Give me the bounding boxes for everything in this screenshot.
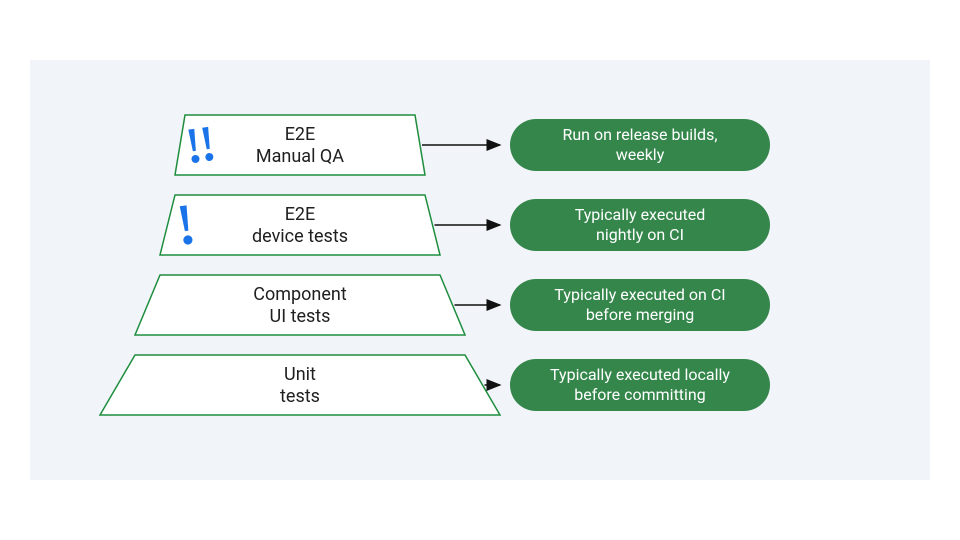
level-label-line1: Component: [253, 284, 347, 305]
pill-line1: Run on release builds,: [563, 125, 718, 144]
level-label-line2: device tests: [252, 226, 348, 247]
pill-line2: before merging: [586, 305, 694, 324]
description-pill-2: Typically executed on CIbefore merging: [510, 279, 770, 331]
level-label-line1: E2E: [285, 204, 316, 225]
pill-line1: Typically executed: [575, 205, 706, 224]
level-label-line1: Unit: [284, 364, 316, 385]
pill-line1: Typically executed locally: [550, 365, 730, 384]
diagram-canvas: E2EManual QAE2Edevice testsComponentUI t…: [0, 0, 960, 540]
description-pill-3: Typically executed locallybefore committ…: [510, 359, 770, 411]
pill-line2: before committing: [574, 385, 706, 404]
pill-line2: weekly: [616, 145, 665, 164]
svg-layer: E2EManual QAE2Edevice testsComponentUI t…: [0, 0, 960, 540]
level-label-line2: Manual QA: [256, 146, 344, 167]
level-label-line1: E2E: [285, 124, 316, 145]
description-pill-0: Run on release builds,weekly: [510, 119, 770, 171]
pill-line1: Typically executed on CI: [554, 285, 725, 304]
description-pill-1: Typically executednightly on CI: [510, 199, 770, 251]
level-label-line2: UI tests: [270, 306, 331, 327]
level-label-line2: tests: [280, 386, 320, 407]
pill-line2: nightly on CI: [596, 225, 684, 244]
